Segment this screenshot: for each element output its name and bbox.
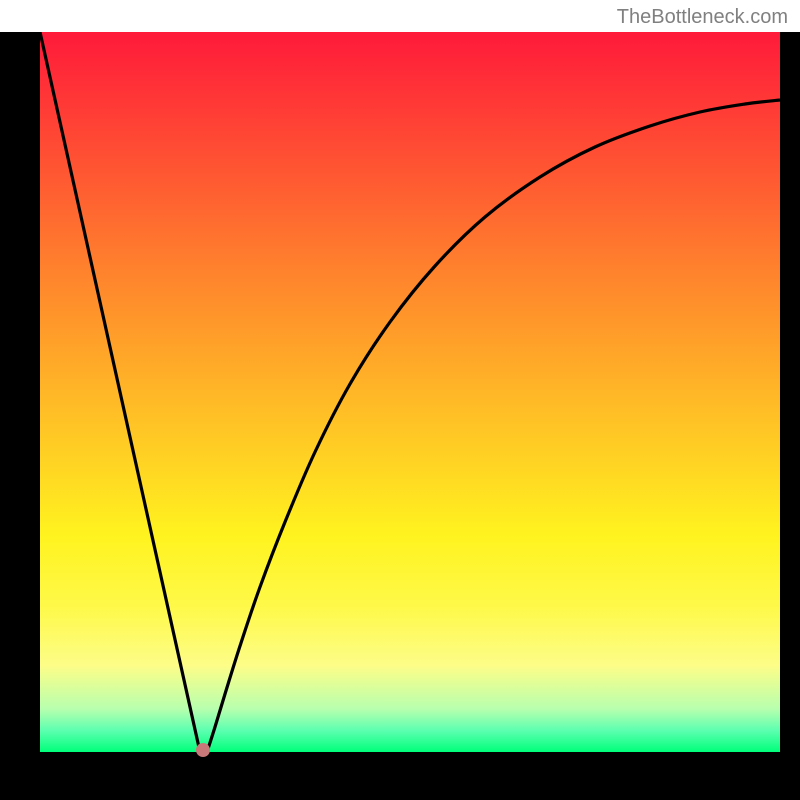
chart-frame bbox=[0, 32, 800, 800]
chart-container: TheBottleneck.com bbox=[0, 0, 800, 800]
minimum-marker bbox=[196, 743, 210, 757]
attribution-text: TheBottleneck.com bbox=[617, 6, 788, 29]
plot-area bbox=[40, 32, 780, 752]
curve-line bbox=[40, 32, 780, 752]
